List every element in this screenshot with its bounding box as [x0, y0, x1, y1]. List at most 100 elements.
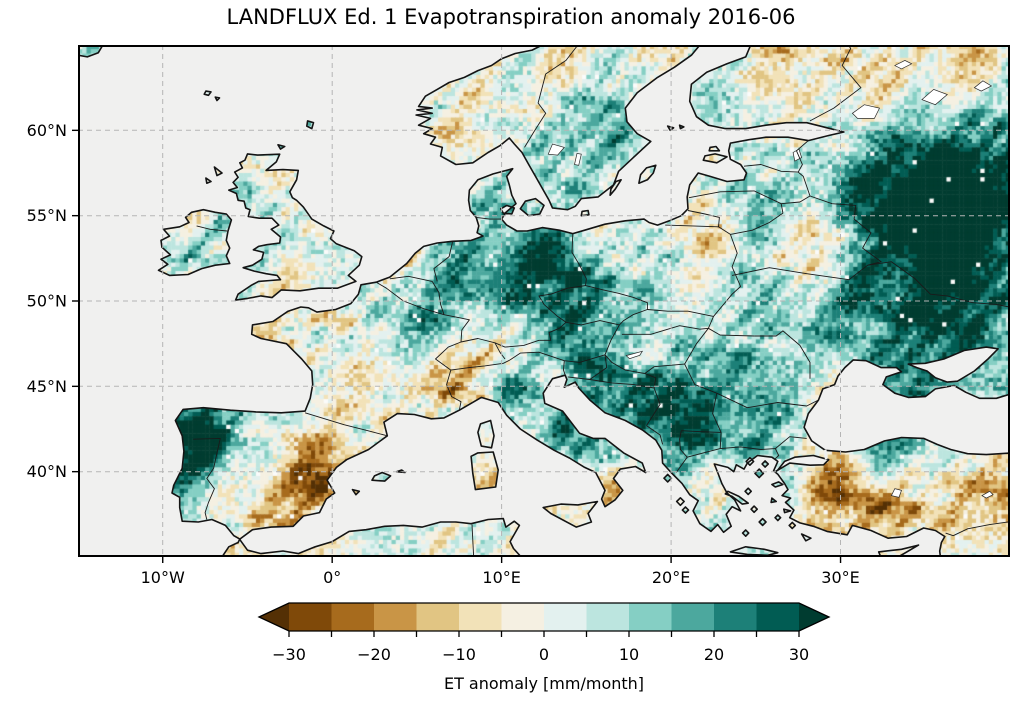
country-border — [196, 225, 228, 232]
colorbar-tick-label: 0 — [539, 645, 549, 664]
country-border — [375, 281, 470, 343]
colorbar-tick-label: 20 — [704, 645, 724, 664]
lake — [921, 88, 948, 106]
country-border — [719, 432, 722, 449]
colorbar-title: ET anomaly [mm/month] — [444, 674, 644, 693]
country-border — [619, 309, 648, 326]
country-border — [688, 190, 782, 205]
colorbar-tick-label: −20 — [357, 645, 391, 664]
lake — [625, 350, 644, 360]
y-tick-label: 45°N — [27, 377, 67, 396]
colorbar-segment — [374, 603, 417, 631]
colorbar-arrow-right — [799, 603, 829, 631]
country-border — [538, 285, 586, 323]
country-border — [809, 45, 862, 122]
country-border — [494, 342, 506, 360]
chart-title: LANDFLUX Ed. 1 Evapotranspiration anomal… — [226, 5, 796, 29]
x-tick-label: 10°E — [482, 568, 520, 587]
colorbar-arrow-left — [259, 603, 289, 631]
lake — [973, 80, 993, 92]
country-border — [781, 171, 811, 205]
plot-frame — [78, 45, 1010, 557]
country-border — [775, 436, 807, 449]
country-border — [564, 354, 606, 363]
y-tick-label: 60°N — [27, 121, 67, 140]
lake — [894, 60, 913, 70]
colorbar-outline — [257, 602, 831, 632]
sea-of-marmara — [774, 454, 830, 473]
country-border — [509, 351, 565, 362]
country-border — [687, 210, 720, 227]
country-border — [304, 412, 388, 437]
lake — [981, 490, 994, 499]
country-border — [713, 234, 742, 317]
x-tick-label: 0° — [323, 568, 341, 587]
sea-of-azov — [907, 346, 999, 383]
country-border — [743, 164, 799, 173]
lake — [890, 488, 902, 498]
country-border — [571, 233, 587, 286]
country-border — [708, 327, 755, 337]
colorbar-segment — [416, 603, 459, 631]
colorbar-tick-label: 30 — [789, 645, 809, 664]
y-tick-label: 55°N — [27, 206, 67, 225]
country-border — [720, 446, 776, 450]
country-border — [732, 264, 868, 281]
colorbar-segment — [501, 603, 544, 631]
country-border — [945, 521, 1010, 537]
lake — [851, 104, 881, 119]
y-tick-label: 50°N — [27, 292, 67, 311]
colorbar-segment — [289, 603, 332, 631]
country-border — [687, 448, 721, 458]
x-tick-label: 20°E — [652, 568, 690, 587]
country-border — [716, 392, 819, 409]
colorbar-segment — [629, 603, 672, 631]
country-border — [621, 325, 709, 335]
colorbar-segment — [714, 603, 757, 631]
bosporus-strait — [824, 449, 828, 460]
country-border — [460, 321, 567, 348]
country-border — [796, 140, 809, 173]
lakes-layer — [547, 60, 994, 499]
country-border — [567, 354, 608, 380]
country-border — [471, 524, 475, 557]
country-border — [754, 330, 811, 379]
country-border — [450, 359, 511, 371]
graticule — [78, 45, 1010, 557]
country-border — [476, 216, 502, 220]
country-border — [565, 320, 620, 326]
country-border — [585, 285, 648, 310]
country-border — [665, 224, 731, 235]
colorbar-segment — [331, 603, 374, 631]
colorbar-segment — [756, 603, 799, 631]
map-overlay — [78, 45, 1010, 557]
country-borders — [193, 45, 1010, 557]
country-border — [867, 261, 1010, 308]
black-sea — [803, 359, 1010, 456]
country-border — [679, 430, 688, 458]
country-border — [684, 363, 717, 394]
x-tick-label: 30°E — [821, 568, 859, 587]
colorbar-segment — [459, 603, 502, 631]
country-border — [647, 309, 714, 317]
colorbar-tick-label: −30 — [272, 645, 306, 664]
country-border — [646, 425, 664, 445]
country-border — [604, 354, 645, 374]
colorbar-segment — [671, 603, 714, 631]
country-border — [675, 456, 688, 473]
country-border — [431, 281, 445, 315]
country-border — [809, 195, 882, 266]
colorbar-segment — [586, 603, 629, 631]
country-border — [193, 437, 221, 520]
country-border — [684, 328, 709, 365]
country-border — [646, 387, 661, 426]
country-border — [563, 360, 566, 376]
country-border — [707, 316, 714, 329]
country-border — [389, 275, 433, 282]
lake — [547, 143, 565, 156]
country-border — [604, 324, 620, 355]
country-border — [730, 203, 784, 235]
country-border — [712, 393, 722, 433]
x-tick-label: 10°W — [141, 568, 185, 587]
lake — [574, 152, 582, 166]
